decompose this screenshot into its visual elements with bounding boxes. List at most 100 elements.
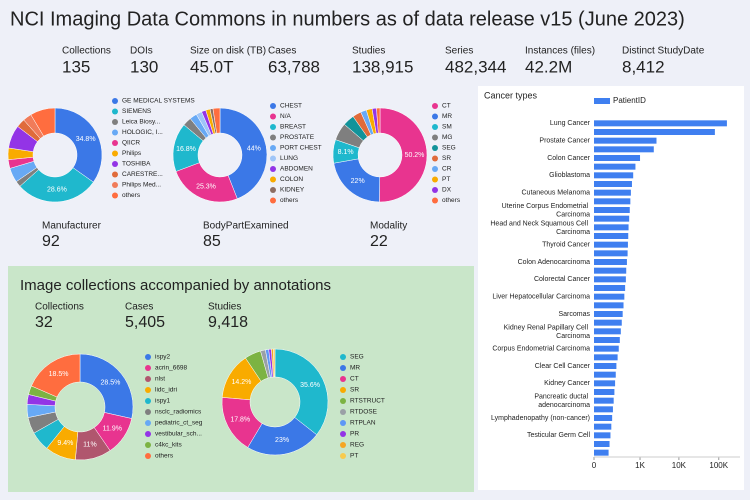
legend-swatch <box>340 431 346 437</box>
bar <box>594 293 625 300</box>
pie-slice <box>273 348 276 378</box>
bar <box>594 397 614 404</box>
stat-value: 42.2M <box>525 57 572 76</box>
legend-label: ABDOMEN <box>280 166 313 173</box>
legend-label: BREAST <box>280 124 306 131</box>
y-tick-label: Kidney Renal Papillary Cell Carcinoma <box>504 324 590 340</box>
bar <box>594 163 636 170</box>
bar <box>594 319 622 326</box>
legend-label: TOSHIBA <box>122 161 151 168</box>
bar <box>594 328 621 335</box>
bar <box>594 345 619 352</box>
legend-label: KIDNEY <box>280 187 305 194</box>
pie-slice <box>54 107 103 183</box>
legend-label: MR <box>350 365 360 372</box>
slice-label: 23% <box>275 437 289 444</box>
legend-label: SR <box>442 155 451 162</box>
legend-swatch <box>270 145 276 151</box>
legend-swatch <box>270 155 276 162</box>
legend-label: REG <box>350 442 364 449</box>
stat-value: 22 <box>370 233 388 250</box>
bar <box>594 129 715 135</box>
stat-value: 130 <box>130 57 158 76</box>
legend-swatch <box>270 176 276 183</box>
legend-swatch <box>432 145 438 151</box>
bar <box>594 241 628 248</box>
legend-label: ispy2 <box>155 354 171 361</box>
legend-swatch <box>340 398 346 404</box>
stat-label: Collections <box>35 302 84 313</box>
bar <box>594 146 654 153</box>
bar <box>594 389 615 395</box>
y-tick-label: Glioblastoma <box>549 172 590 179</box>
legend-label: vestibular_sch... <box>155 431 202 438</box>
legend-swatch <box>270 103 276 109</box>
legend-swatch <box>432 176 438 183</box>
legend-swatch <box>112 182 118 188</box>
bar <box>594 285 626 291</box>
bar <box>594 380 616 387</box>
stat-label: Manufacturer <box>42 221 102 232</box>
bar <box>594 267 627 274</box>
section-title: Image collections accompanied by annotat… <box>20 277 331 294</box>
y-tick-label: Lung Cancer <box>550 120 591 127</box>
bar <box>594 432 611 439</box>
legend-swatch <box>340 442 346 448</box>
stat-value: 9,418 <box>208 314 248 331</box>
pie-slice <box>376 107 381 134</box>
legend-label: RTSTRUCT <box>350 398 385 405</box>
stat-label: Collections <box>62 46 111 57</box>
legend-label: SIEMENS <box>122 108 152 115</box>
pie-slice <box>379 107 428 203</box>
pie-slice <box>30 107 56 137</box>
stat-label: Studies <box>208 302 241 313</box>
legend-swatch <box>340 409 346 415</box>
bar <box>594 449 609 456</box>
legend-swatch <box>145 431 151 437</box>
legend-label: CT <box>350 376 359 383</box>
bar <box>594 406 613 413</box>
legend-label: CHEST <box>280 103 302 110</box>
legend-swatch <box>340 420 346 426</box>
legend-swatch <box>432 166 438 172</box>
y-tick-label: Prostate Cancer <box>539 138 590 145</box>
y-tick-label: Colorectal Cancer <box>534 276 591 283</box>
slice-label: 17.8% <box>230 417 250 424</box>
legend-label: Philips <box>122 150 142 157</box>
slice-label: 50.2% <box>405 152 425 159</box>
y-tick-label: Thyroid Cancer <box>542 242 591 249</box>
slice-label: 18.5% <box>49 371 69 378</box>
legend-swatch <box>145 409 151 415</box>
legend-label: PROSTATE <box>280 134 315 141</box>
bar <box>594 155 641 161</box>
y-tick-label: Clear Cell Cancer <box>535 363 591 370</box>
pie-slice <box>219 107 268 200</box>
legend-swatch <box>432 113 438 120</box>
y-tick-label: Head and Neck Squamous Cell Carcinoma <box>490 220 590 236</box>
stat-label: Instances (files) <box>525 46 595 57</box>
stat-label: DOIs <box>130 46 153 57</box>
bar <box>594 337 620 343</box>
legend-swatch <box>112 161 118 167</box>
legend-label: CR <box>442 166 452 173</box>
legend-swatch <box>112 171 118 178</box>
legend-label: pediatric_ct_seg <box>155 420 203 427</box>
legend-swatch <box>145 387 151 393</box>
stat-label: Modality <box>370 221 407 232</box>
stat-label: Size on disk (TB) <box>190 46 266 57</box>
y-tick-label: Colon Cancer <box>547 155 590 162</box>
legend-label: others <box>280 197 299 204</box>
page-title: NCI Imaging Data Commons in numbers as o… <box>10 8 685 30</box>
legend-swatch <box>432 187 438 193</box>
legend-label: SR <box>350 387 359 394</box>
legend-label: GE MEDICAL SYSTEMS <box>122 98 195 105</box>
legend-label: SEG <box>350 354 364 361</box>
legend-label: SM <box>442 124 452 131</box>
legend-label: PT <box>442 176 450 183</box>
legend-swatch <box>432 103 438 109</box>
slice-label: 8.1% <box>338 149 354 156</box>
stat-value: 32 <box>35 314 53 331</box>
bar <box>594 233 629 239</box>
legend-swatch <box>112 108 118 115</box>
